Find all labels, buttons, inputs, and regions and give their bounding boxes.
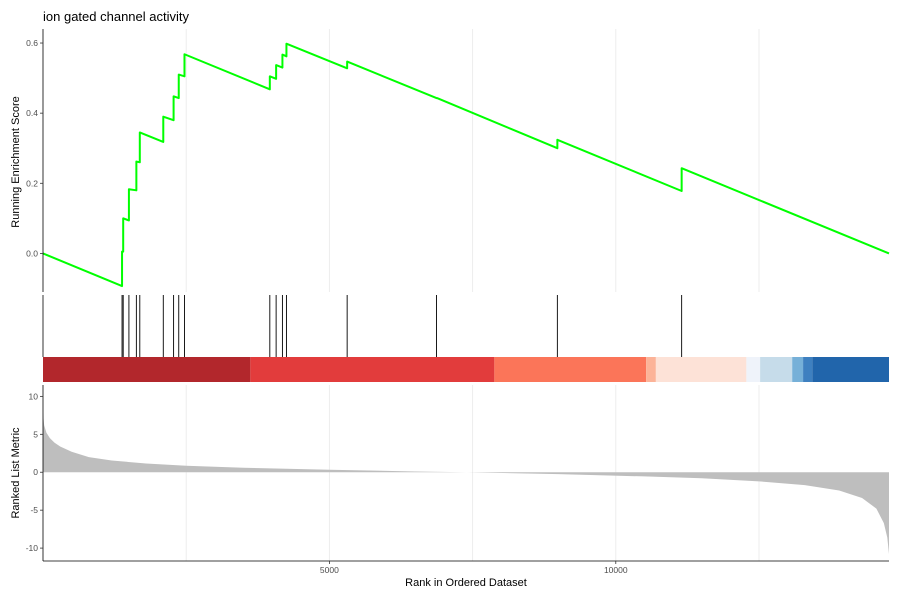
y-axis-title-ranked-metric: Ranked List Metric [10,427,22,519]
color-bar-segment-8 [803,357,813,382]
x-tick-label: 5000 [320,565,339,575]
running-es-line [42,42,890,288]
color-bar-segment-9 [812,357,889,382]
y-axis-title-running-es: Running Enrichment Score [10,96,22,227]
color-bar-segment-6 [760,357,793,382]
y-tick-label-es: 0.4 [26,108,38,118]
color-bar-segment-2 [494,357,647,382]
color-bar-segment-1 [250,357,495,382]
y-tick-label-es: 0.6 [26,38,38,48]
y-tick-label-metric: 10 [29,391,39,401]
color-bar-segment-5 [746,357,761,382]
x-axis-title: Rank in Ordered Dataset [405,577,527,589]
y-tick-label-metric: 0 [33,467,38,477]
color-bar-segment-0 [43,357,251,382]
color-bar-segment-7 [792,357,804,382]
y-tick-label-metric: 5 [33,429,38,439]
y-tick-label-metric: -10 [26,543,39,553]
color-bar-segment-3 [646,357,656,382]
y-tick-label-es: 0.2 [26,178,38,188]
color-bar-segment-4 [655,357,747,382]
x-tick-label: 10000 [604,565,628,575]
y-tick-label-metric: -5 [30,505,38,515]
y-tick-label-es: 0.0 [26,248,38,258]
chart-marks: 0.0 0.2 0.4 0.6 10 5 0 -5 -10 5000 10000 [26,29,890,575]
chart-title: ion gated channel activity [43,9,189,24]
ranked-metric-area [43,413,889,555]
